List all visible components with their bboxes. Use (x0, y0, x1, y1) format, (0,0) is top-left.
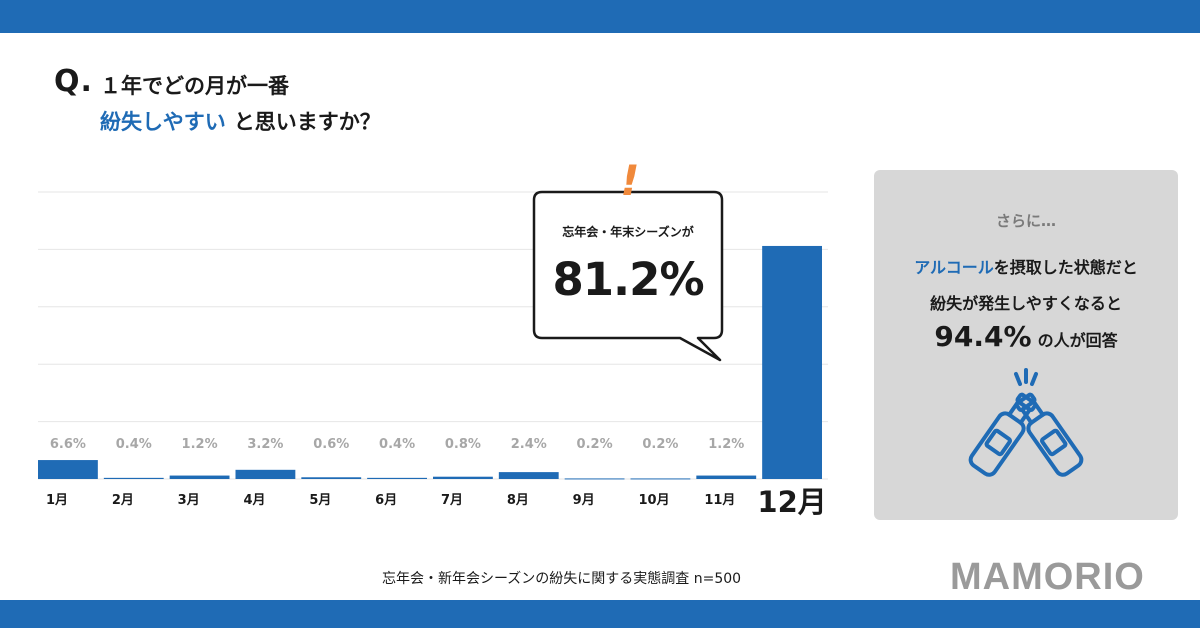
question-highlight: 紛失しやすい (100, 110, 226, 134)
question-rest: と思いますか？ (233, 110, 381, 134)
x-tick-label: 5月 (309, 493, 331, 508)
data-label: 1.2% (708, 437, 744, 452)
bar-9月 (564, 478, 625, 480)
data-label: 0.2% (577, 437, 613, 452)
bar-2月 (103, 477, 164, 479)
side-line-3-rest: の人が回答 (1037, 331, 1118, 350)
x-tick-label: 3月 (178, 493, 200, 508)
x-tick-label: 12月 (757, 485, 826, 519)
bar-4月 (235, 469, 296, 479)
bar-3月 (169, 475, 230, 479)
x-tick-label: 4月 (244, 493, 266, 508)
bar-10月 (630, 478, 691, 480)
bottom-band (0, 600, 1200, 628)
side-lead: さらに… (995, 212, 1056, 230)
bar-5月 (301, 477, 362, 479)
bar-11月 (696, 475, 757, 479)
top-band (0, 0, 1200, 33)
data-label: 6.6% (50, 437, 86, 452)
data-label: 2.4% (511, 437, 547, 452)
bar-8月 (498, 472, 559, 479)
x-tick-label: 2月 (112, 493, 134, 508)
bar-1月 (38, 460, 98, 479)
speech-bubble-shape (532, 190, 724, 362)
bar-6月 (367, 477, 427, 479)
callout-label: 忘年会・年末シーズンが (562, 225, 694, 239)
side-line-2: 紛失が発生しやすくなると (930, 294, 1122, 313)
x-tick-label: 11月 (704, 493, 735, 508)
data-label: 0.6% (313, 437, 349, 452)
question-line-1: １年でどの月が一番 (100, 74, 289, 98)
beer-bottles-toast-icon (968, 368, 1084, 477)
x-tick-label: 6月 (375, 493, 397, 508)
side-line-1-rest: を摂取した状態だと (993, 258, 1138, 277)
x-tick-label: 1月 (46, 493, 68, 508)
side-highlight: アルコール (914, 258, 994, 277)
bar-7月 (433, 476, 493, 479)
data-label: 0.4% (116, 437, 152, 452)
side-line-3: 94.4% の人が回答 (874, 320, 1178, 353)
data-label: 0.2% (642, 437, 678, 452)
survey-footnote: 忘年会・新年会シーズンの紛失に関する実態調査 n=500 (382, 571, 742, 587)
x-tick-label: 9月 (573, 493, 595, 508)
monthly-loss-bar-chart: 6.6% 1月 0.4% 2月 1.2% 3月 3.2% 4月 0.6% 5月 0.4% 6月 0.8%… (38, 191, 828, 519)
bar-12月 (762, 245, 822, 479)
data-label: 0.4% (379, 437, 415, 452)
side-info-card: さらに… アルコールを摂取した状態だと 紛失が発生しやすくなると 94.4% の人… (874, 170, 1178, 520)
side-percentage: 94.4% (934, 320, 1032, 353)
side-line-1: アルコールを摂取した状態だと (874, 254, 1178, 278)
callout-value: 81.2% (552, 253, 704, 306)
exclamation-icon: ! (620, 156, 640, 205)
data-label: 0.8% (445, 437, 481, 452)
brand-logo: MAMORIO (950, 556, 1145, 598)
data-label: 1.2% (182, 437, 218, 452)
question-line-2: 紛失しやすい と思いますか？ (100, 106, 381, 136)
question-mark-label: Q. (54, 64, 93, 99)
callout-bubble: ! 忘年会・年末シーズンが 81.2% (530, 158, 730, 373)
x-tick-label: 10月 (639, 493, 670, 508)
x-tick-label: 8月 (507, 493, 529, 508)
x-tick-label: 7月 (441, 493, 463, 508)
data-label: 3.2% (247, 437, 283, 452)
